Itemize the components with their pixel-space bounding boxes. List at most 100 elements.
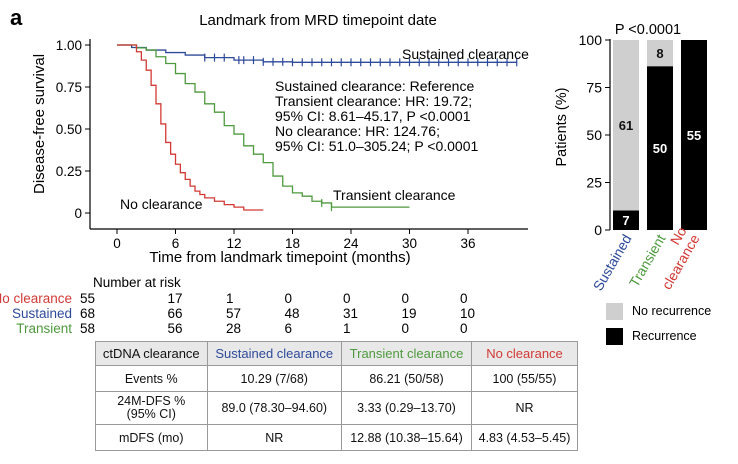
cell-events-transient: 86.21 (50/58) (341, 365, 472, 392)
km-curves (117, 44, 518, 212)
bar-category-label: No (667, 224, 690, 248)
risk-value: 1 (343, 321, 351, 336)
cell-mdfs-no-clearance: 4.83 (4.53–5.45) (471, 424, 578, 451)
header-ctdna-clearance: ctDNA clearance (95, 341, 208, 366)
summary-table: ctDNA clearance Sustained clearance Tran… (95, 341, 578, 451)
risk-value: 6 (285, 321, 293, 336)
km-ticks: 0 6 12 18 24 30 36 0 0.25 0.50 0.75 1.00 (56, 38, 476, 251)
risk-value: 0 (402, 321, 410, 336)
bar-category-label-group: Sustained (590, 232, 635, 294)
km-y-tick-label: 0 (74, 206, 82, 221)
cell-dfs-transient: 3.33 (0.29–13.70) (341, 391, 472, 425)
bar-chart: P <0.0001 Patients (%) 0 25 50 75 100 7 61 50 8… (554, 22, 711, 345)
ci-no-clearance-label: 95% CI: 51.0–305.24; P <0.0001 (275, 138, 479, 154)
bar-count-recurrence: 50 (653, 141, 667, 156)
bar-count-no-recurrence: 61 (619, 118, 633, 133)
risk-value: 0 (402, 291, 410, 306)
risk-value: 28 (226, 321, 241, 336)
km-axes (89, 39, 528, 230)
risk-value: 56 (168, 321, 183, 336)
bar-count-recurrence: 7 (622, 213, 629, 228)
row-label-24m-dfs: 24M-DFS % (95% CI) (95, 391, 208, 425)
bar-legend: No recurrence Recurrence (606, 303, 711, 345)
bar-y-tick-label: 50 (586, 127, 602, 143)
bar-y-tick-label: 25 (586, 175, 602, 191)
risk-value: 58 (80, 321, 95, 336)
risk-value: 57 (226, 306, 241, 321)
risk-value: 0 (343, 291, 351, 306)
legend-no-recurrence: No recurrence (632, 304, 711, 318)
cell-dfs-sustained: 89.0 (78.30–94.60) (206, 391, 343, 425)
cell-events-no-clearance: 100 (55/55) (471, 365, 578, 392)
bar-recurrence (613, 210, 639, 230)
risk-value: 68 (80, 306, 95, 321)
row-label-24m-dfs-line1: 24M-DFS % (117, 394, 186, 408)
bars: 7 61 50 8 55 (613, 40, 707, 231)
risk-value: 31 (343, 306, 358, 321)
row-label-events: Events % (95, 365, 208, 392)
km-y-tick-label: 0.50 (56, 122, 82, 137)
table-row-24m-dfs: 24M-DFS % (95% CI) 89.0 (78.30–94.60) 3.3… (95, 391, 578, 425)
bar-y-axis-label: Patients (%) (554, 88, 570, 167)
risk-table: Number at risk No clearance 55 17 1 0 0 0 0Sust… (0, 275, 475, 336)
bar-count-recurrence: 55 (687, 128, 701, 143)
risk-row-label: Sustained (12, 306, 72, 321)
cell-dfs-no-clearance: NR (471, 391, 578, 425)
risk-row-label: Transient (16, 321, 72, 336)
bar-count-no-recurrence: 8 (656, 46, 663, 61)
ci-transient-label: 95% CI: 8.61–45.17, P <0.0001 (275, 108, 471, 124)
legend-recurrence: Recurrence (632, 329, 697, 343)
km-y-tick-label: 1.00 (56, 38, 82, 53)
bar-recurrence (647, 66, 673, 231)
row-label-mdfs: mDFS (mo) (95, 424, 208, 451)
km-curve-no_clearance (117, 44, 264, 211)
bar-p-value: P <0.0001 (615, 22, 681, 38)
bar-axes: 0 25 50 75 100 (579, 32, 611, 238)
km-x-tick-label: 0 (113, 236, 121, 251)
km-x-tick-label: 18 (285, 236, 300, 251)
legend-swatch-recurrence (606, 328, 623, 345)
risk-value: 48 (285, 306, 300, 321)
bar-y-tick-label: 0 (594, 222, 602, 238)
risk-value: 1 (226, 291, 234, 306)
row-label-24m-dfs-line2: (95% CI) (126, 407, 176, 421)
km-x-tick-label: 12 (226, 236, 241, 251)
cell-mdfs-sustained: NR (206, 424, 343, 451)
panel-label: a (10, 5, 23, 30)
km-y-tick-label: 0.25 (56, 164, 82, 179)
transient-curve-label: Transient clearance (333, 187, 456, 203)
header-transient: Transient clearance (341, 341, 472, 366)
cell-mdfs-transient: 12.88 (10.38–15.64) (341, 424, 472, 451)
km-x-tick-label: 30 (402, 236, 417, 251)
header-no-clearance: No clearance (471, 341, 578, 366)
km-chart: Landmark from MRD timepoint date Disease… (31, 12, 529, 266)
risk-value: 17 (168, 291, 183, 306)
bar-recurrence (681, 40, 707, 230)
cell-events-sustained: 10.29 (7/68) (206, 365, 343, 392)
km-x-tick-label: 24 (343, 236, 359, 251)
summary-header-row: ctDNA clearance Sustained clearance Tran… (95, 341, 578, 366)
risk-value: 66 (168, 306, 183, 321)
bar-no-recurrence (613, 40, 639, 211)
km-curve-transient (117, 44, 410, 208)
sustained-curve-label: Sustained clearance (402, 46, 529, 62)
risk-table-title: Number at risk (93, 275, 181, 290)
hr-transient-label: Transient clearance: HR: 19.72; (275, 93, 472, 109)
header-sustained: Sustained clearance (206, 341, 343, 366)
km-x-tick-label: 36 (460, 236, 475, 251)
bar-y-tick-label: 100 (579, 32, 603, 48)
risk-value: 0 (460, 291, 468, 306)
risk-value: 0 (285, 291, 293, 306)
risk-value: 55 (80, 291, 95, 306)
risk-row-label: No clearance (0, 291, 72, 306)
km-title: Landmark from MRD timepoint date (199, 12, 437, 29)
risk-value: 10 (460, 306, 475, 321)
hr-no-clearance-label: No clearance: HR: 124.76; (275, 123, 440, 139)
bar-y-tick-label: 75 (586, 80, 602, 96)
risk-value: 0 (460, 321, 468, 336)
km-y-axis-label: Disease-free survival (31, 54, 48, 194)
risk-value: 19 (402, 306, 417, 321)
